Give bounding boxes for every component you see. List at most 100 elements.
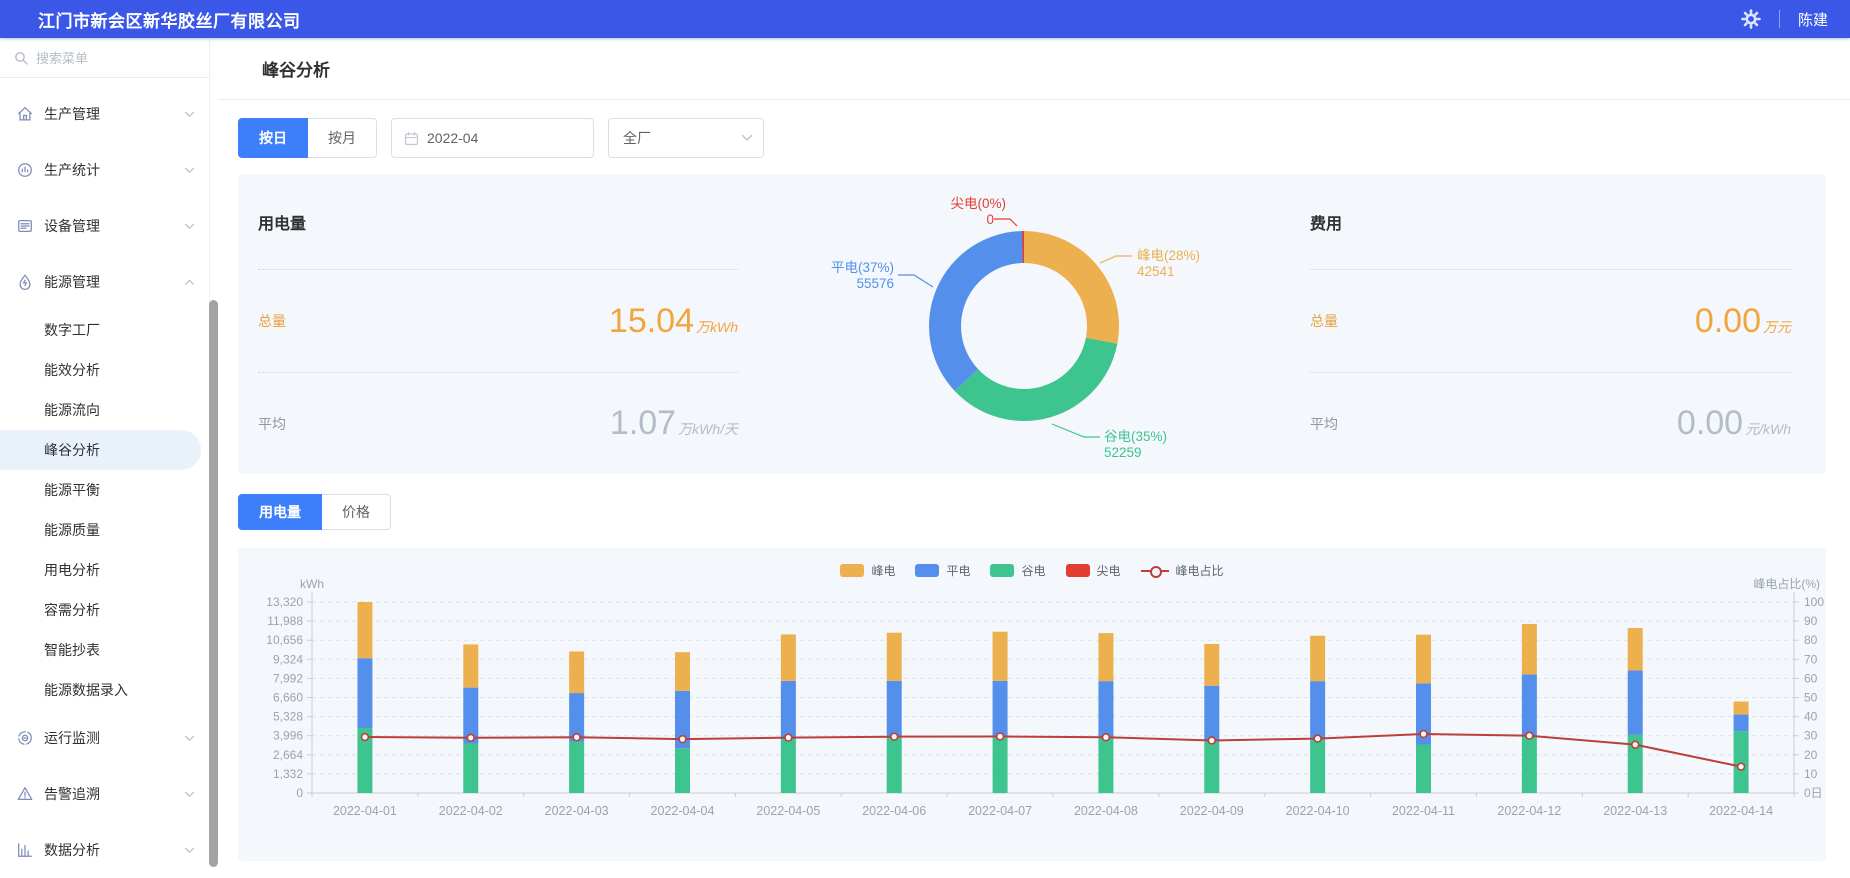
bar-峰电[interactable]: [1204, 644, 1219, 686]
bar-谷电[interactable]: [463, 744, 478, 793]
bar-峰电[interactable]: [569, 651, 584, 693]
sidebar-subitem-用电分析[interactable]: 用电分析: [0, 550, 201, 590]
donut-segment[interactable]: [1024, 231, 1119, 344]
ratio-line-point[interactable]: [467, 734, 474, 741]
bar-峰电[interactable]: [1416, 635, 1431, 684]
scope-select[interactable]: 全厂: [608, 118, 764, 158]
legend-item-平电[interactable]: 平电: [915, 562, 970, 579]
sidebar-subitem-智能抄表[interactable]: 智能抄表: [0, 630, 201, 670]
filter-bar: 按日 按月 2022-04 全厂: [238, 118, 1850, 158]
ratio-line-point[interactable]: [1314, 735, 1321, 742]
bar-谷电[interactable]: [1734, 731, 1749, 793]
bar-峰电[interactable]: [1310, 636, 1325, 681]
cost-average-row: 平均 0.00 元/kWh: [1310, 372, 1791, 474]
cost-total-value: 0.00: [1695, 302, 1761, 341]
bar-峰电[interactable]: [463, 644, 478, 687]
daily-chart-card: 峰电平电谷电尖电峰电占比 01,3322,6643,9965,3286,6607…: [238, 548, 1826, 861]
bar-峰电[interactable]: [887, 633, 902, 681]
sidebar-item-运行监测[interactable]: 运行监测: [0, 710, 209, 766]
sidebar-item-设备管理[interactable]: 设备管理: [0, 198, 209, 254]
ratio-line-point[interactable]: [891, 733, 898, 740]
legend-item-谷电[interactable]: 谷电: [990, 562, 1045, 579]
by-month-button[interactable]: 按月: [308, 118, 377, 158]
bar-峰电[interactable]: [1628, 628, 1643, 670]
sidebar-item-生产统计[interactable]: 生产统计: [0, 142, 209, 198]
bar-谷电[interactable]: [887, 737, 902, 793]
y-axis-tick: 1,332: [273, 767, 303, 781]
sidebar-subitem-数字工厂[interactable]: 数字工厂: [0, 310, 201, 350]
bar-谷电[interactable]: [1310, 739, 1325, 793]
tab-price[interactable]: 价格: [322, 494, 391, 530]
by-day-button[interactable]: 按日: [238, 118, 308, 158]
user-name[interactable]: 陈建: [1798, 9, 1828, 30]
bar-平电[interactable]: [1098, 681, 1113, 738]
sidebar-item-数据分析[interactable]: 数据分析: [0, 822, 209, 878]
sidebar-subitem-能源流向[interactable]: 能源流向: [0, 390, 201, 430]
bar-谷电[interactable]: [1416, 745, 1431, 793]
x-axis-label: 2022-04-01: [333, 804, 397, 818]
legend-item-尖电[interactable]: 尖电: [1066, 562, 1121, 579]
ratio-line-point[interactable]: [1738, 763, 1745, 770]
bar-峰电[interactable]: [1734, 702, 1749, 715]
legend-item-峰电占比[interactable]: 峰电占比: [1141, 562, 1224, 579]
bar-峰电[interactable]: [993, 632, 1008, 681]
sidebar-item-能源管理[interactable]: 能源管理: [0, 254, 209, 310]
ratio-line-point[interactable]: [1632, 741, 1639, 748]
ratio-line-point[interactable]: [1208, 737, 1215, 744]
donut-segment[interactable]: [955, 338, 1118, 421]
bar-谷电[interactable]: [569, 742, 584, 793]
y2-axis-tick: 20: [1804, 748, 1818, 762]
x-axis-label: 2022-04-09: [1180, 804, 1244, 818]
bar-谷电[interactable]: [1522, 737, 1537, 793]
bar-峰电[interactable]: [1098, 633, 1113, 681]
scope-value: 全厂: [623, 128, 741, 148]
bar-平电[interactable]: [1204, 686, 1219, 741]
bar-峰电[interactable]: [781, 634, 796, 680]
bar-平电[interactable]: [1734, 715, 1749, 732]
bar-谷电[interactable]: [675, 748, 690, 793]
sidebar-item-label: 生产统计: [44, 160, 184, 180]
bar-峰电[interactable]: [357, 602, 372, 658]
ratio-line-point[interactable]: [785, 734, 792, 741]
electricity-average-unit: 万kWh/天: [678, 419, 738, 439]
settings-gear-icon[interactable]: [1741, 9, 1761, 29]
ratio-line-point[interactable]: [1420, 731, 1427, 738]
bar-谷电[interactable]: [1204, 741, 1219, 793]
sidebar-subitem-能效分析[interactable]: 能效分析: [0, 350, 201, 390]
date-picker[interactable]: 2022-04: [391, 118, 594, 158]
bar-平电[interactable]: [1628, 670, 1643, 734]
ratio-line-point[interactable]: [362, 734, 369, 741]
donut-segment[interactable]: [929, 231, 1024, 391]
bar-平电[interactable]: [1310, 681, 1325, 739]
bar-平电[interactable]: [993, 681, 1008, 738]
bar-平电[interactable]: [781, 681, 796, 739]
y-axis-tick: 5,328: [273, 710, 303, 724]
bar-谷电[interactable]: [781, 739, 796, 793]
bar-峰电[interactable]: [675, 652, 690, 691]
sidebar-subitem-容需分析[interactable]: 容需分析: [0, 590, 201, 630]
bar-谷电[interactable]: [993, 738, 1008, 793]
sidebar-scrollbar[interactable]: [209, 300, 218, 867]
sidebar-subitem-能源平衡[interactable]: 能源平衡: [0, 470, 201, 510]
ratio-line-point[interactable]: [997, 733, 1004, 740]
sidebar-item-告警追溯[interactable]: 告警追溯: [0, 766, 209, 822]
bar-谷电[interactable]: [1098, 738, 1113, 793]
ratio-line-point[interactable]: [1103, 734, 1110, 741]
sidebar-subitem-能源数据录入[interactable]: 能源数据录入: [0, 670, 201, 710]
bar-平电[interactable]: [357, 658, 372, 728]
cost-average-value: 0.00: [1677, 404, 1743, 443]
bar-峰电[interactable]: [1522, 624, 1537, 674]
ratio-line-point[interactable]: [1526, 732, 1533, 739]
electricity-total-label: 总量: [258, 311, 286, 331]
sidebar-item-生产管理[interactable]: 生产管理: [0, 86, 209, 142]
legend-item-峰电[interactable]: 峰电: [840, 562, 895, 579]
bar-平电[interactable]: [887, 681, 902, 737]
tab-usage[interactable]: 用电量: [238, 494, 322, 530]
ratio-line-point[interactable]: [679, 736, 686, 743]
chevron-down-icon: [184, 223, 195, 230]
ratio-line-point[interactable]: [573, 734, 580, 741]
bar-平电[interactable]: [1522, 674, 1537, 736]
sidebar-subitem-能源质量[interactable]: 能源质量: [0, 510, 201, 550]
menu-search-input[interactable]: 搜索菜单: [0, 38, 209, 78]
sidebar-subitem-峰谷分析[interactable]: 峰谷分析: [0, 430, 201, 470]
